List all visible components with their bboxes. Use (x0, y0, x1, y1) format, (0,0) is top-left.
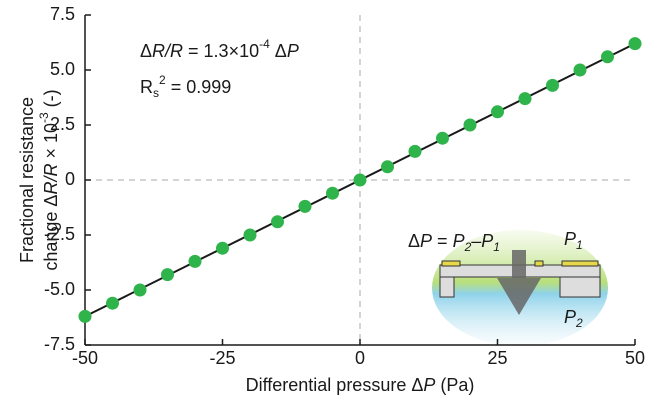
y-tick-label: 5.0 (50, 59, 75, 79)
x-tick-label: 50 (625, 348, 645, 368)
data-point (381, 160, 394, 174)
data-point (298, 199, 312, 213)
y-tick-label: -7.5 (44, 334, 75, 354)
x-axis-label: Differential pressure ΔP (Pa) (246, 375, 475, 395)
data-point (436, 131, 449, 145)
y-axis-label: Fractional resistance (17, 97, 37, 263)
inset-diagram (432, 230, 608, 346)
data-point (161, 268, 174, 282)
x-tick-label: -50 (72, 348, 98, 368)
data-point (408, 144, 422, 158)
data-point (518, 92, 532, 106)
data-point (601, 50, 614, 64)
y-tick-label: -5.0 (44, 279, 75, 299)
y-tick-label: 2.5 (50, 114, 75, 134)
data-point (491, 105, 504, 119)
y-tick-label: 7.5 (50, 4, 75, 24)
data-point (133, 283, 147, 297)
data-point (243, 228, 257, 242)
data-point (573, 63, 587, 77)
y-tick-label: -2.5 (44, 224, 75, 244)
inset-p2: P2 (564, 307, 583, 330)
data-point (216, 241, 229, 255)
data-point (188, 254, 202, 268)
x-tick-label: 25 (487, 348, 507, 368)
x-tick-label: -25 (209, 348, 235, 368)
equation: ΔR/R = 1.3×10-4 ΔP (140, 37, 299, 61)
data-point (326, 186, 339, 200)
data-point (78, 309, 92, 323)
y-tick-label: 0 (65, 169, 75, 189)
data-point (271, 215, 284, 229)
data-point (463, 118, 477, 132)
data-point (106, 296, 119, 310)
data-point (546, 78, 559, 92)
data-point (628, 37, 642, 51)
r-squared: Rs2 = 0.999 (140, 73, 231, 100)
inset-p1: P1 (564, 229, 583, 252)
data-point (353, 173, 367, 187)
x-tick-label: 0 (355, 348, 365, 368)
y-axis-label: change ΔR/R × 10-3 (-) (37, 89, 61, 270)
inset-formula: ΔP = P2–P1 (408, 231, 500, 254)
